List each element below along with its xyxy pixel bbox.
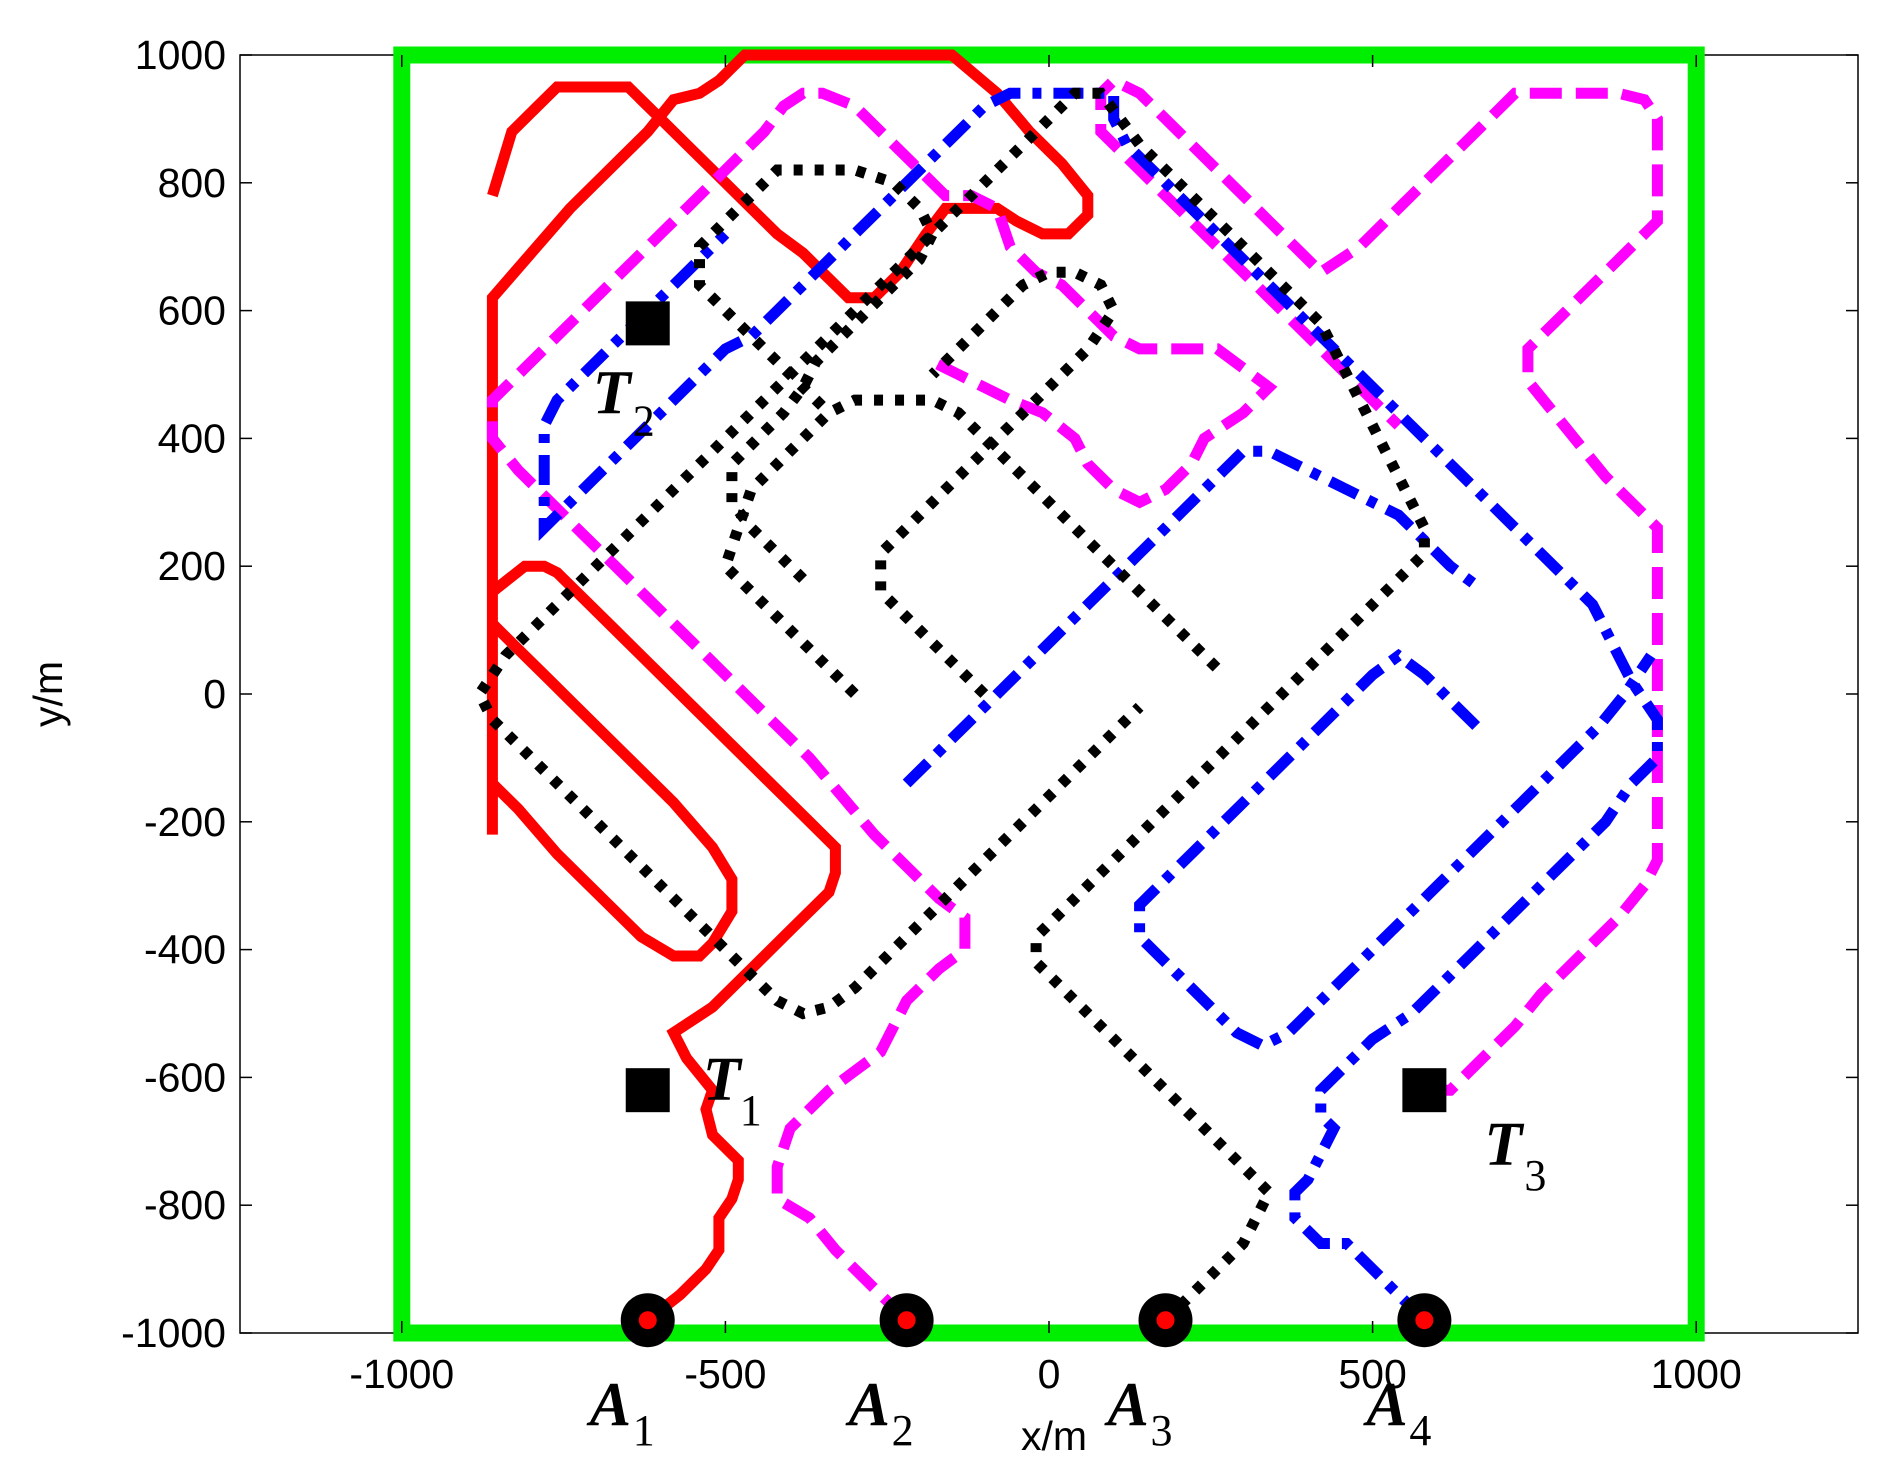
target-label: T — [1484, 1111, 1524, 1179]
target-label-sub: 3 — [1524, 1151, 1546, 1200]
agent-label-sub: 4 — [1409, 1406, 1431, 1455]
series-path-9 — [694, 164, 939, 583]
series-path-7 — [473, 87, 1430, 1325]
target-marker — [1402, 1068, 1447, 1113]
y-tick-label: 600 — [158, 288, 226, 334]
series-path-2 — [486, 87, 1278, 1325]
agent-label-sub: 1 — [633, 1406, 655, 1455]
agent-marker-center — [638, 1311, 657, 1330]
marker-labels: T 1T 2T 3A 1 A 2 A 3 A 4 — [586, 359, 1547, 1455]
y-tick-label: -1000 — [121, 1310, 226, 1356]
y-axis: -1000 -800 -600 -400 -200 0 200 400 600 800 1000 — [121, 32, 1858, 1356]
x-axis-label: x/m — [1021, 1413, 1087, 1459]
y-tick-label: 200 — [158, 543, 226, 589]
series-layer — [473, 49, 1663, 1325]
target-marker — [625, 1068, 670, 1113]
plot-frame — [239, 54, 1859, 1334]
plot-area — [239, 46, 1859, 1348]
agent-label: A — [1103, 1371, 1148, 1439]
target-marker — [625, 301, 670, 346]
x-tick-label: 500 — [1338, 1351, 1406, 1397]
x-tick-label: 1000 — [1651, 1351, 1742, 1397]
x-tick-label: -1000 — [349, 1351, 454, 1397]
y-tick-label: 1000 — [135, 32, 226, 78]
y-tick-label: 400 — [158, 415, 226, 461]
series-path-10 — [875, 266, 1121, 698]
y-tick-label: 0 — [203, 671, 226, 717]
y-tick-label: -600 — [144, 1054, 226, 1100]
agent-marker-center — [1156, 1311, 1175, 1330]
series-path-5 — [1134, 648, 1656, 1052]
series-path-4 — [538, 87, 1663, 1325]
target-label-sub: 1 — [740, 1086, 762, 1135]
marker-layer — [620, 301, 1452, 1348]
y-tick-label: -400 — [144, 927, 226, 973]
series-path-3 — [1095, 73, 1663, 1096]
agent-label: A — [1362, 1371, 1407, 1439]
agent-marker-center — [1415, 1311, 1434, 1330]
y-tick-label: -800 — [144, 1182, 226, 1228]
agent-marker-center — [897, 1311, 916, 1330]
x-tick-label: 0 — [1038, 1351, 1061, 1397]
agent-label-sub: 2 — [892, 1406, 914, 1455]
y-axis-label: y/m — [25, 661, 71, 727]
agent-label-sub: 3 — [1150, 1406, 1172, 1455]
agent-label: A — [845, 1371, 890, 1439]
target-label: T — [703, 1046, 743, 1114]
target-label-sub: 2 — [633, 396, 655, 445]
y-tick-label: -200 — [144, 799, 226, 845]
x-tick-label: -500 — [684, 1351, 766, 1397]
agent-label: A — [586, 1371, 631, 1439]
y-tick-label: 800 — [158, 160, 226, 206]
target-label: T — [593, 359, 633, 427]
series-path-6 — [902, 445, 1480, 788]
x-axis: -1000 -500 0 500 1000 — [349, 55, 1742, 1397]
